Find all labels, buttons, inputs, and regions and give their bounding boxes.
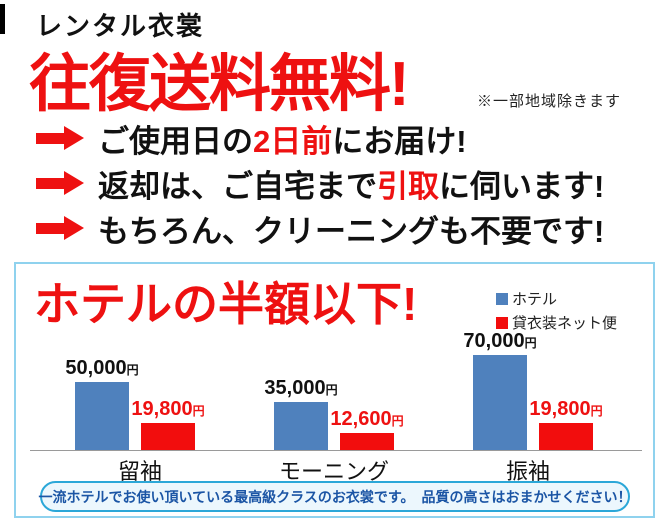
chart-title: ホテルの半額以下! bbox=[34, 278, 418, 330]
legend-item-hotel: ホテル bbox=[496, 288, 617, 309]
bar-value-label: 70,000円 bbox=[463, 330, 537, 352]
chart-legend: ホテル 貸衣装ネット便 bbox=[496, 288, 617, 333]
bar-column: 19,800円 bbox=[529, 398, 603, 450]
feature-bullets: ご使用日の2日前にお届け! 返却は、ご自宅まで引取に伺います! もちろん、クリー… bbox=[34, 119, 604, 249]
category-label: モーニング bbox=[278, 459, 389, 484]
bar-value-label: 35,000円 bbox=[264, 377, 338, 399]
bullet-no-cleaning: もちろん、クリーニングも不要です! bbox=[34, 209, 604, 249]
category-label: 留袖 bbox=[117, 459, 162, 484]
bar-chart: 50,000円 19,800円 35,000円 12,600円 70,000円 19,80… bbox=[65, 328, 603, 450]
legend-label: 貸衣装ネット便 bbox=[512, 315, 618, 332]
legend-item-net: 貸衣装ネット便 bbox=[496, 312, 617, 333]
quality-banner: 一流ホテルでお使い頂いている最高級クラスのお衣裳です。 品質の高さはおまかせくだ… bbox=[39, 481, 631, 512]
price-comparison-panel: ホテルの半額以下! ホテル 貸衣装ネット便 50,000円 19,800円 35,0… bbox=[14, 262, 655, 518]
bar-net bbox=[141, 423, 195, 450]
bullet-text: もちろん、クリーニングも不要です! bbox=[98, 213, 605, 249]
legend-swatch-blue-icon bbox=[496, 292, 508, 305]
bar-value-label: 12,600円 bbox=[330, 408, 404, 430]
bar-value-label: 19,800円 bbox=[529, 398, 603, 420]
bar-column: 50,000円 bbox=[65, 357, 139, 450]
bar-column: 19,800円 bbox=[131, 398, 205, 450]
bar-value-label: 50,000円 bbox=[65, 357, 139, 379]
legend-label: ホテル bbox=[512, 291, 558, 308]
free-shipping-headline: 往復送料無料! bbox=[29, 50, 410, 119]
bar-column: 70,000円 bbox=[463, 330, 537, 450]
bar-value-label: 19,800円 bbox=[131, 398, 205, 420]
arrow-right-icon bbox=[34, 171, 86, 195]
bar-group: 70,000円 19,800円 bbox=[463, 330, 603, 450]
bar-hotel bbox=[274, 402, 328, 450]
arrow-right-icon bbox=[34, 216, 86, 240]
bullet-text: ご使用日の2日前にお届け! bbox=[98, 123, 467, 159]
bar-net bbox=[539, 423, 593, 450]
bar-column: 35,000円 bbox=[264, 377, 338, 450]
bar-group: 35,000円 12,600円 bbox=[264, 377, 404, 450]
bullet-text: 返却は、ご自宅まで引取に伺います! bbox=[98, 168, 605, 204]
bar-group: 50,000円 19,800円 bbox=[65, 357, 205, 450]
corner-mark bbox=[0, 4, 5, 34]
category-labels: 留袖 モーニング 振袖 bbox=[75, 454, 593, 486]
legend-swatch-red-icon bbox=[496, 316, 508, 329]
x-axis-line bbox=[30, 450, 642, 451]
arrow-right-icon bbox=[34, 126, 86, 150]
category-label: 振袖 bbox=[505, 459, 550, 484]
bullet-pickup: 返却は、ご自宅まで引取に伺います! bbox=[34, 164, 604, 204]
bar-hotel bbox=[75, 382, 129, 450]
bar-column: 12,600円 bbox=[330, 408, 404, 450]
headline-note: ※一部地域除きます bbox=[477, 93, 622, 110]
bar-net bbox=[340, 433, 394, 450]
bullet-delivery: ご使用日の2日前にお届け! bbox=[34, 119, 604, 159]
brand-title: レンタル衣裳 bbox=[36, 11, 205, 41]
bar-hotel bbox=[473, 355, 527, 450]
